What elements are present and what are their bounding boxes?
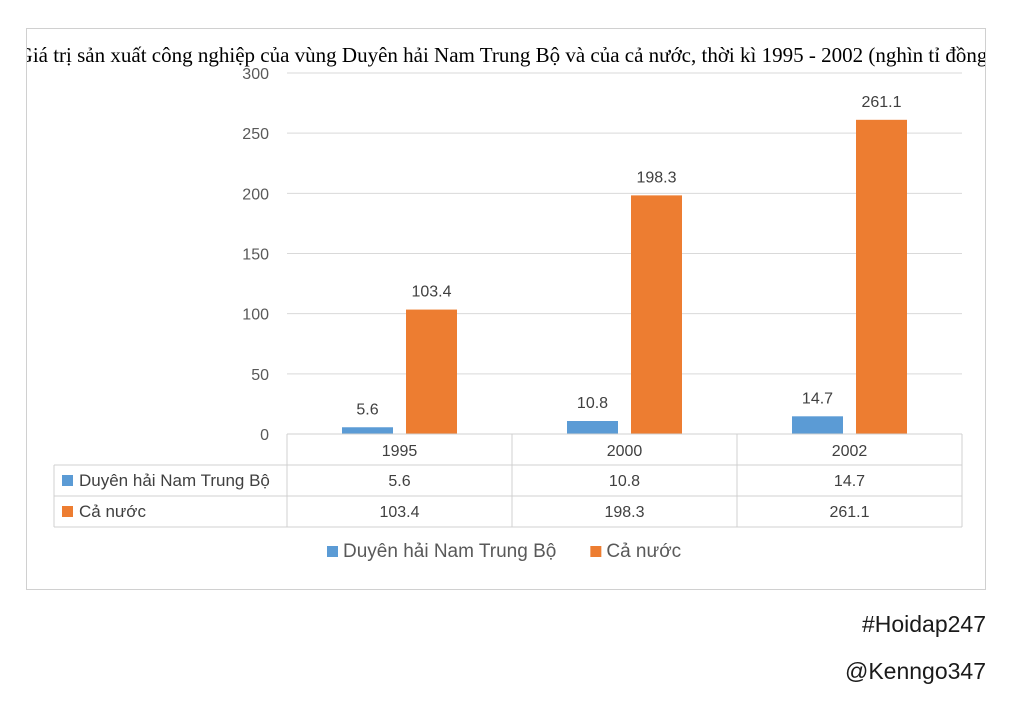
y-tick-label: 0	[260, 427, 269, 444]
data-label: 5.6	[356, 401, 378, 418]
table-cell: 10.8	[609, 473, 640, 490]
y-tick-label: 250	[242, 126, 269, 143]
category-label: 2002	[832, 443, 868, 460]
table-series-key	[62, 475, 73, 486]
table-cell: 198.3	[604, 504, 644, 521]
table-cell: 261.1	[829, 504, 869, 521]
data-label: 198.3	[636, 169, 676, 186]
legend-swatch	[327, 546, 338, 557]
bar	[567, 421, 618, 434]
table-cell: 5.6	[388, 473, 410, 490]
category-label: 1995	[382, 443, 418, 460]
data-table: 1995 2000 2002 Duyên hải Nam Trung Bộ 5.6 10.…	[53, 433, 963, 528]
y-tick-label: 300	[242, 66, 269, 83]
chart-svg: Giá trị sản xuất công nghiệp của vùng Du…	[27, 43, 985, 562]
bar	[631, 195, 682, 434]
footer-handle: @Kenngo347	[844, 658, 986, 684]
chart-title: Giá trị sản xuất công nghiệp của vùng Du…	[27, 43, 985, 67]
legend-label: Cả nước	[606, 541, 681, 562]
data-label: 261.1	[861, 94, 901, 111]
y-tick-label: 150	[242, 247, 269, 264]
labels-layer: 5.6 10.8 14.7 103.4 198.3 261.1	[356, 94, 901, 418]
table-series-key	[62, 506, 73, 517]
y-tick-label: 200	[242, 186, 269, 203]
y-tick-label: 50	[251, 367, 269, 384]
table-cell: 14.7	[834, 473, 865, 490]
bars-layer	[342, 119, 907, 435]
y-tick-label: 100	[242, 307, 269, 324]
table-cell: 103.4	[379, 504, 419, 521]
legend-swatch	[590, 546, 602, 557]
grid-layer: 0 50 100 150 200 250 300	[242, 66, 962, 444]
data-label: 10.8	[577, 395, 608, 412]
data-label: 14.7	[802, 390, 833, 407]
chart-frame: Giá trị sản xuất công nghiệp của vùng Du…	[26, 28, 986, 590]
table-series-name: Duyên hải Nam Trung Bộ	[79, 471, 270, 490]
data-label: 103.4	[411, 284, 451, 301]
bar	[792, 416, 843, 434]
legend: Duyên hải Nam Trung Bộ Cả nước	[327, 541, 681, 562]
bar	[406, 309, 457, 434]
category-label: 2000	[607, 443, 643, 460]
bar	[856, 119, 907, 435]
bar	[342, 427, 393, 434]
legend-label: Duyên hải Nam Trung Bộ	[343, 541, 556, 562]
table-series-name: Cả nước	[79, 502, 146, 521]
footer-hashtag: #Hoidap247	[861, 611, 986, 637]
